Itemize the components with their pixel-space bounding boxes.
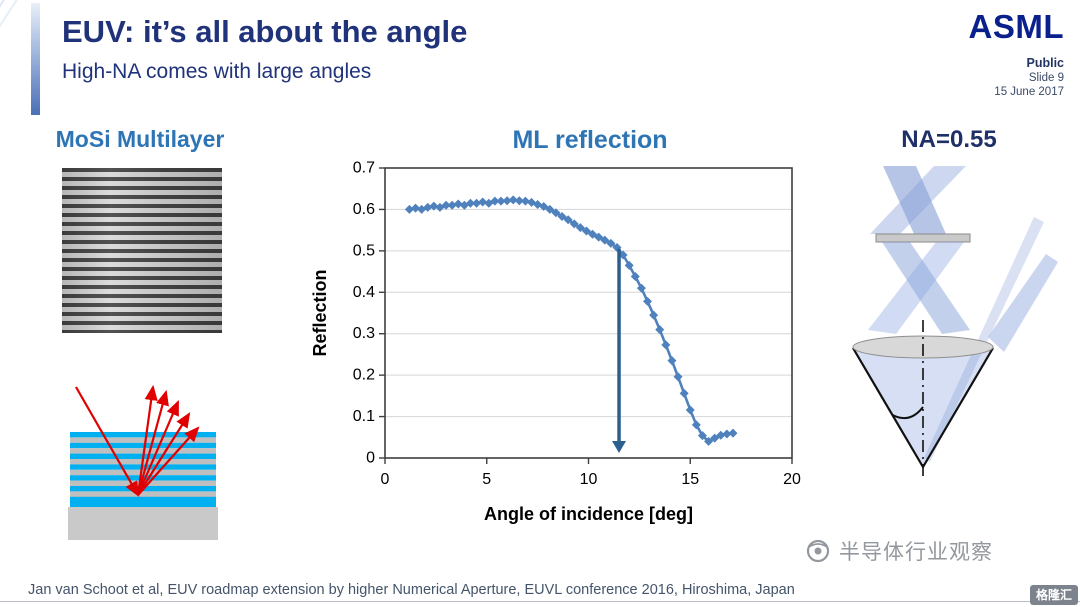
ml-reflection-chart: 0 0.1 0.2 0.3 0.4 0.5 0.6 0.7 0 5 10 15 20 Reflection… <box>300 156 810 536</box>
substrate-block <box>68 507 218 540</box>
decorative-swoosh <box>0 0 24 109</box>
watermark-text: 半导体行业观察 <box>839 541 993 564</box>
svg-text:0.1: 0.1 <box>353 408 375 425</box>
classification-label: Public <box>1026 56 1064 70</box>
slide-subtitle: High-NA comes with large angles <box>62 60 372 83</box>
svg-text:0.6: 0.6 <box>353 201 375 218</box>
svg-text:10: 10 <box>580 471 598 488</box>
bottom-divider <box>0 601 1080 602</box>
svg-text:0.3: 0.3 <box>353 325 375 342</box>
svg-text:0.7: 0.7 <box>353 160 375 177</box>
slide-date: 15 June 2017 <box>994 86 1064 98</box>
heading-mosi-multilayer: MoSi Multilayer <box>55 126 225 152</box>
svg-text:0: 0 <box>366 450 375 467</box>
gelonghui-badge: 格隆汇 <box>1029 585 1078 605</box>
asml-logo: ASML <box>968 8 1064 45</box>
svg-text:Angle of incidence [deg]: Angle of incidence [deg] <box>484 504 693 524</box>
svg-text:15: 15 <box>681 471 699 488</box>
slide-title: EUV: it’s all about the angle <box>62 14 468 49</box>
svg-text:0: 0 <box>381 471 390 488</box>
slide-meta: Public Slide 9 15 June 2017 <box>994 56 1064 98</box>
slide-number: Slide 9 <box>1028 72 1064 84</box>
multilayer-sem-image <box>62 168 222 333</box>
red-ray-arrows <box>75 384 200 497</box>
svg-text:5: 5 <box>482 471 491 488</box>
svg-text:0.5: 0.5 <box>353 242 375 259</box>
heading-na: NA=0.55 <box>901 126 997 153</box>
watermark-logo-icon <box>806 539 830 563</box>
decorative-swoosh <box>0 0 15 120</box>
heading-ml-reflection: ML reflection <box>512 126 668 154</box>
top-mirror <box>875 233 971 243</box>
footer-citation: Jan van Schoot et al, EUV roadmap extens… <box>28 582 795 598</box>
watermark: 半导体行业观察 <box>805 536 993 566</box>
optics-svg <box>852 166 1058 480</box>
svg-text:0.4: 0.4 <box>353 284 375 301</box>
svg-text:Reflection: Reflection <box>310 269 330 356</box>
multilayer-diagram-svg <box>68 384 218 540</box>
svg-text:0.2: 0.2 <box>353 367 375 384</box>
high-na-optics-diagram <box>838 162 1063 487</box>
angle-arc <box>892 406 924 420</box>
svg-text:20: 20 <box>783 471 801 488</box>
decorative-blue-bar <box>31 3 40 115</box>
multilayer-reflection-diagram <box>58 384 233 550</box>
